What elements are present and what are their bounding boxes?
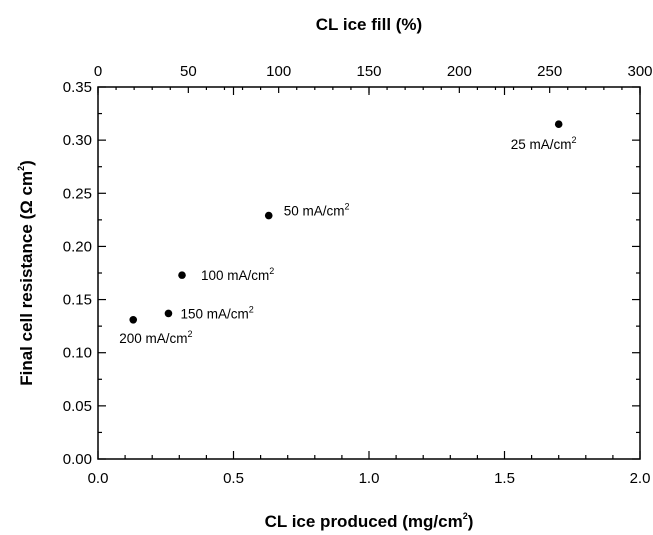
x-tick-label: 1.5 [494,470,515,487]
y-tick-label: 0.35 [63,79,92,96]
y-tick-label: 0.00 [63,451,92,468]
x2-tick-label: 200 [447,63,472,80]
data-point-label: 150 mA/cm2 [180,304,253,321]
data-points [129,120,563,324]
y-tick-label: 0.10 [63,345,92,362]
y-tick-label: 0.15 [63,292,92,309]
data-point-label: 200 mA/cm2 [119,329,192,346]
x-tick-label: 0.5 [223,470,244,487]
axis-tick-labels: 0.0 0.5 1.0 1.5 2.0 0 50 100 150 200 250 300 0.00 0.0… [63,63,653,487]
x-tick-label: 0.0 [88,470,109,487]
x2-tick-label: 150 [356,63,381,80]
data-point [178,271,186,279]
y-tick-label: 0.25 [63,185,92,202]
data-point [164,309,173,318]
x-axis-title: CL ice produced (mg/cm2) [265,511,474,531]
y-tick-label: 0.20 [63,238,92,255]
x2-tick-label: 100 [266,63,291,80]
x2-tick-label: 300 [627,63,652,80]
x-tick-label: 2.0 [630,470,651,487]
data-point [264,211,273,220]
y-tick-label: 0.05 [63,398,92,415]
x2-axis-title: CL ice fill (%) [316,15,422,34]
y-tick-label: 0.30 [63,132,92,149]
x-tick-label: 1.0 [359,470,380,487]
x2-tick-label: 250 [537,63,562,80]
y-axis-title: Final cell resistance (Ω cm2) [16,160,36,386]
x2-tick-label: 0 [94,63,102,80]
data-point [554,120,563,128]
data-point-labels: 200 mA/cm2 150 mA/cm2 100 mA/cm2 50 mA/cm2 2… [119,135,576,346]
data-point-label: 100 mA/cm2 [201,266,274,283]
axis-ticks [97,86,641,460]
data-point-label: 25 mA/cm2 [511,135,577,152]
data-point-label: 50 mA/cm2 [284,202,350,219]
data-point [129,315,138,324]
x2-tick-label: 50 [180,63,197,80]
